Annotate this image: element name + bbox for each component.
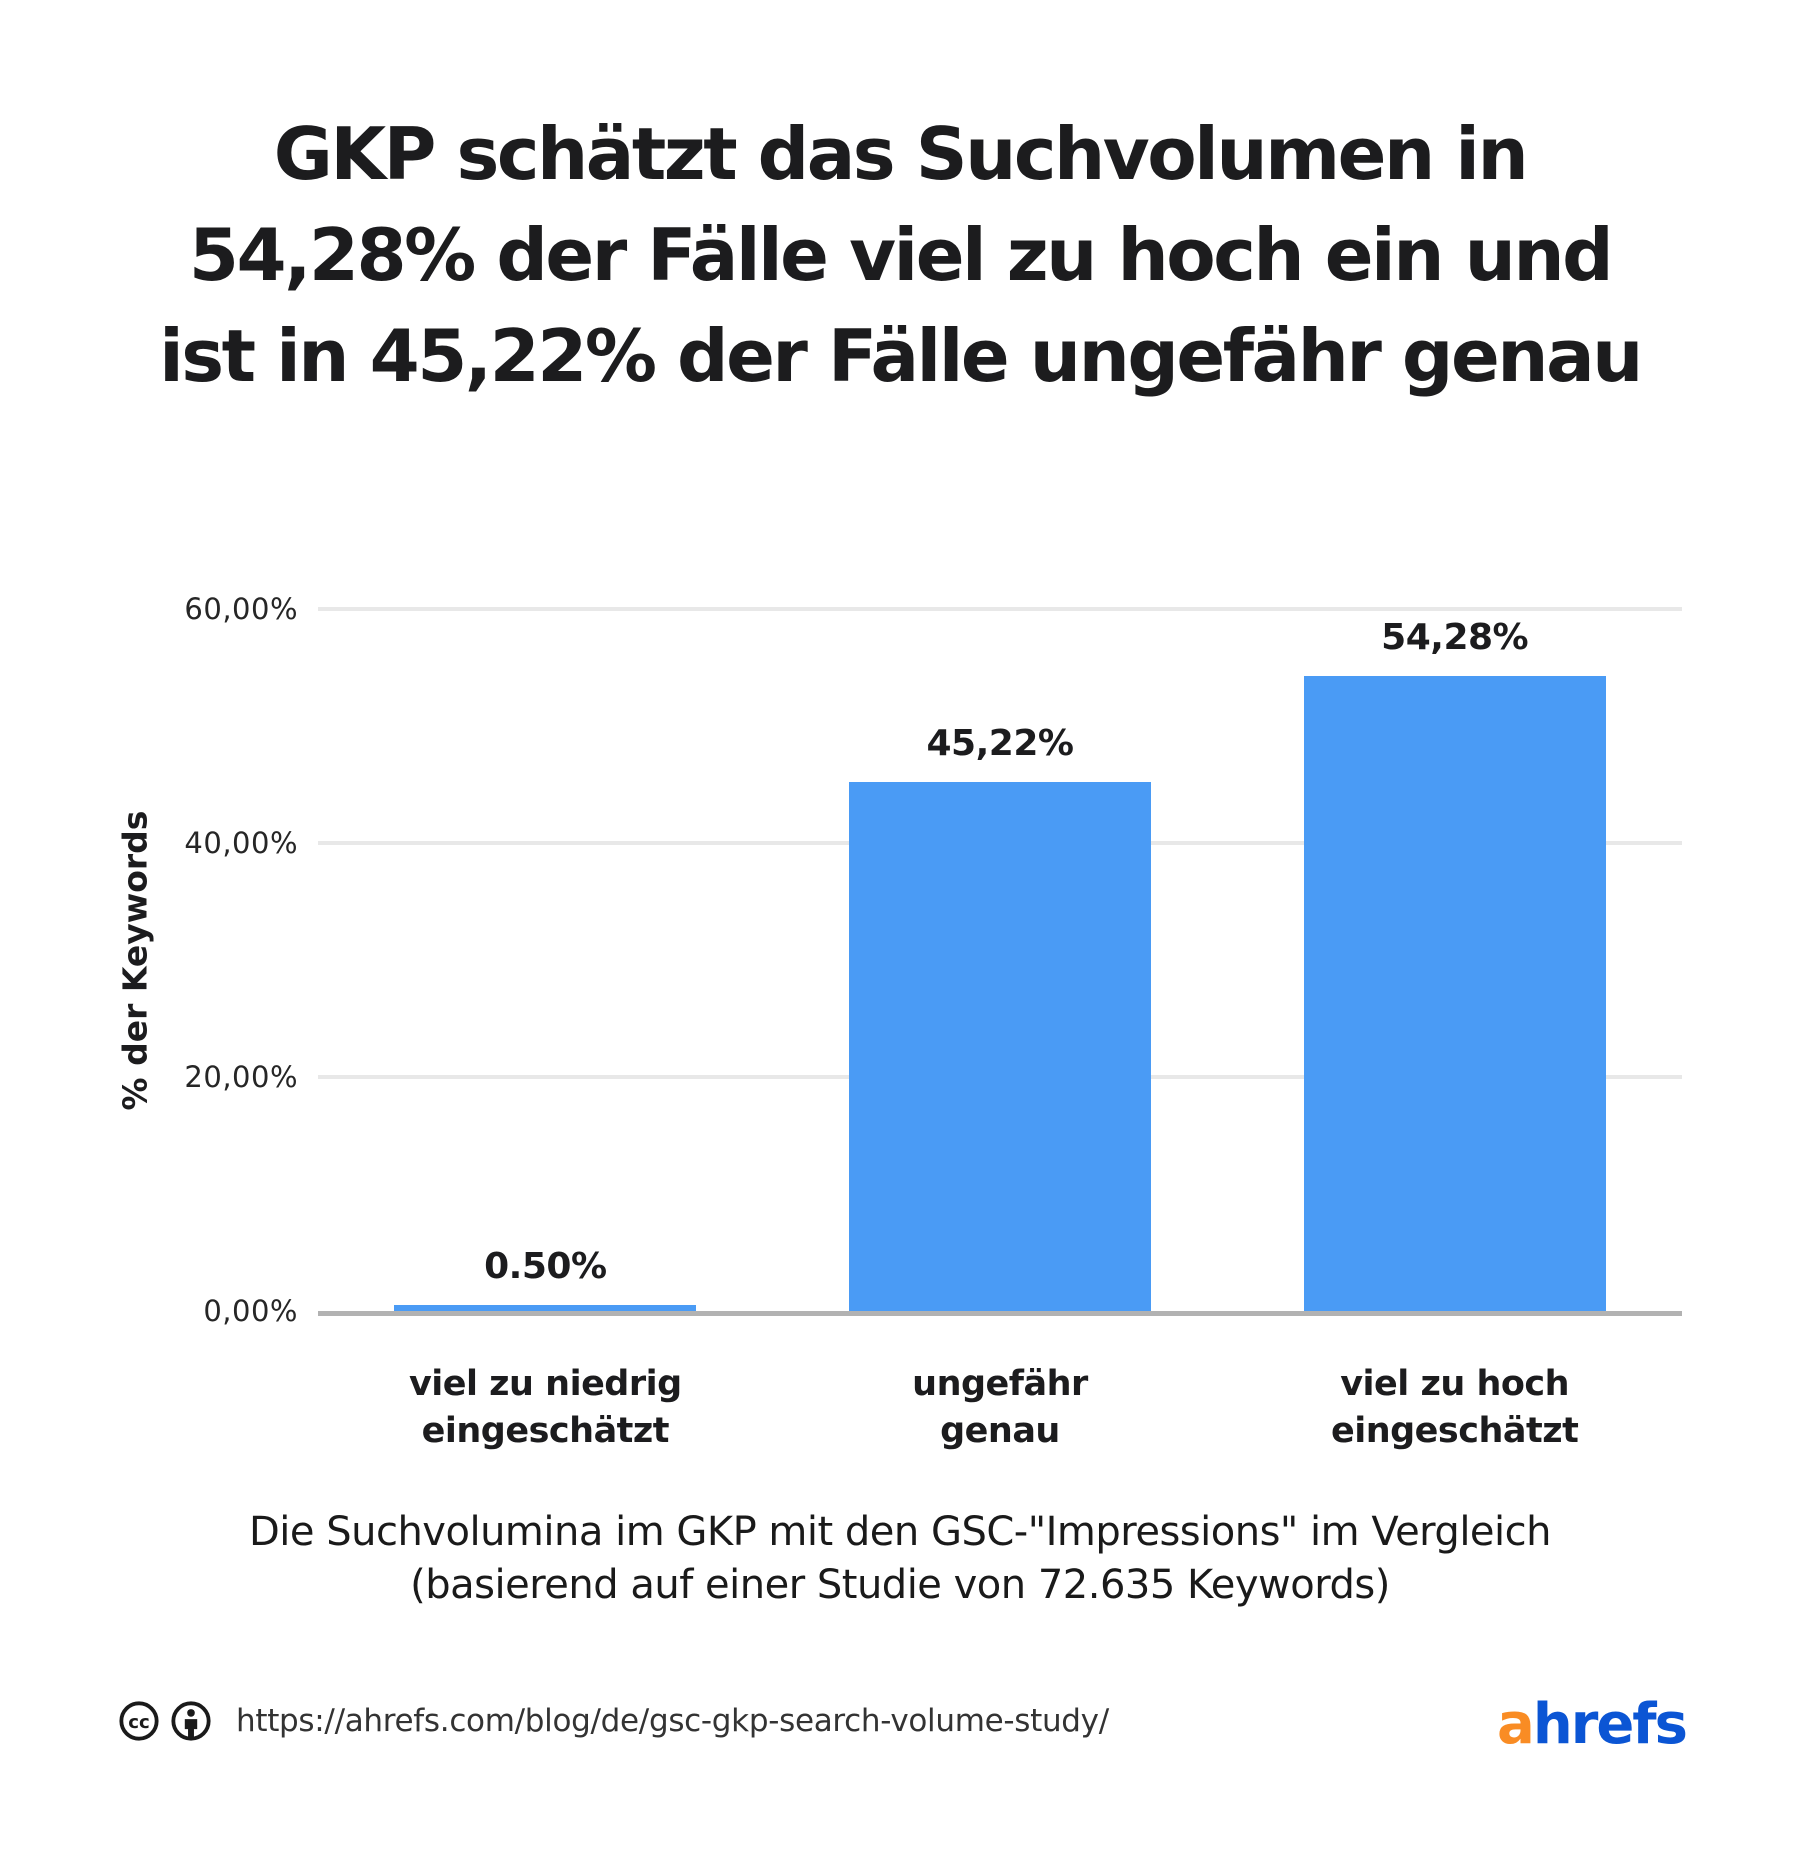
bar-group: 0.50% viel zu niedrig eingeschätzt [318, 609, 773, 1451]
y-tick-label: 60,00% [184, 592, 298, 626]
y-tick-label: 20,00% [184, 1060, 298, 1094]
y-axis-title: % der Keywords [60, 609, 210, 1311]
x-axis-line [318, 1311, 1682, 1316]
bar [1303, 675, 1606, 1311]
bar [848, 781, 1151, 1311]
page-title: GKP schätzt das Suchvolumen in 54,28% de… [159, 112, 1643, 398]
svg-text:cc: cc [128, 1712, 150, 1733]
plot-area: 60,00% 40,00% 20,00% 0,00% 0.50% viel zu nied… [184, 592, 1682, 1451]
chart-caption: Die Suchvolumina im GKP mit den GSC-"Imp… [248, 1509, 1552, 1608]
x-category-label: viel zu hoch eingeschätzt [1330, 1364, 1579, 1451]
y-tick-label: 0,00% [203, 1294, 298, 1328]
ahrefs-logo-hrefs: hrefs [1532, 1692, 1688, 1757]
ahrefs-logo: ahrefs [1497, 1692, 1688, 1757]
gridline [318, 607, 1682, 611]
ahrefs-logo-a: a [1497, 1692, 1535, 1757]
bar-value-label: 54,28% [1381, 616, 1529, 658]
source-url: https://ahrefs.com/blog/de/gsc-gkp-searc… [236, 1703, 1109, 1739]
cc-icon: cc [119, 1701, 159, 1741]
footer: cc https://ahrefs.com/blog/de/gsc-gkp-se… [118, 1700, 1109, 1742]
x-category-label: viel zu niedrig eingeschätzt [408, 1364, 682, 1451]
y-axis-title-text: % der Keywords [115, 810, 155, 1110]
bar-value-label: 0.50% [484, 1246, 607, 1288]
bar-value-label: 45,22% [926, 722, 1074, 764]
y-tick-label: 40,00% [184, 826, 298, 860]
x-category-label: ungefähr genau [912, 1364, 1088, 1451]
bar-group: 45,22% ungefähr genau [773, 609, 1228, 1451]
bar-group: 54,28% viel zu hoch eingeschätzt [1227, 609, 1682, 1451]
bar [394, 1305, 697, 1311]
cc-by-icon [171, 1701, 211, 1741]
